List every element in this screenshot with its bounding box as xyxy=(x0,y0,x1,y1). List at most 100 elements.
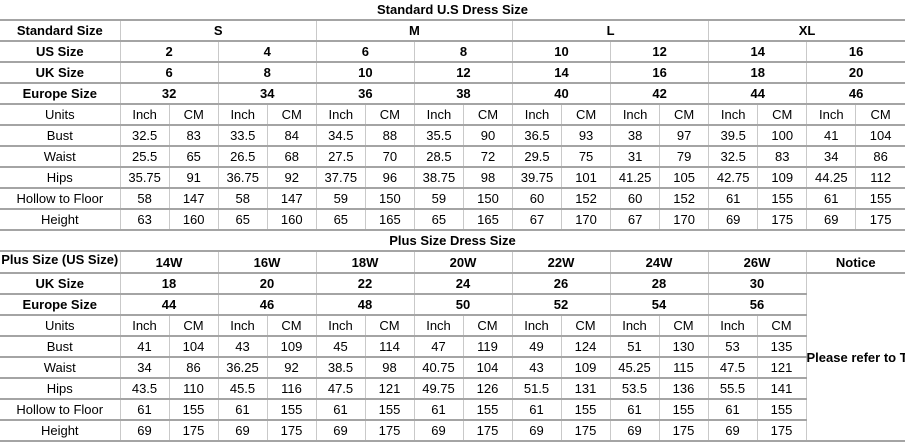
value-cell: 51.5 xyxy=(511,378,561,400)
row-label: UK Size xyxy=(0,62,121,84)
value-cell: 69 xyxy=(511,420,561,442)
value-cell: 175 xyxy=(168,420,218,442)
value-cell: 41 xyxy=(119,336,169,358)
value-cell: 29.5 xyxy=(511,146,562,168)
value-cell: 49.75 xyxy=(413,378,463,400)
unit-cell: Inch xyxy=(217,104,268,126)
value-cell: 101 xyxy=(561,167,611,189)
value-cell: 109 xyxy=(757,167,807,189)
value-cell: 150 xyxy=(462,188,513,210)
value-cell: 109 xyxy=(560,357,610,379)
value-cell: 72 xyxy=(462,146,513,168)
value-cell: 61 xyxy=(217,399,267,421)
value-cell: 88 xyxy=(364,125,415,147)
size-cell: 52 xyxy=(511,294,610,316)
unit-cell: CM xyxy=(659,104,709,126)
value-cell: 69 xyxy=(609,420,659,442)
row-label: Bust xyxy=(0,125,121,147)
value-cell: 104 xyxy=(168,336,218,358)
value-cell: 115 xyxy=(658,357,708,379)
row-label: Hollow to Floor xyxy=(0,188,121,210)
size-cell: 24W xyxy=(609,251,708,274)
value-cell: 38.5 xyxy=(315,357,365,379)
value-cell: 114 xyxy=(364,336,414,358)
value-cell: 43 xyxy=(511,357,561,379)
size-cell: 54 xyxy=(609,294,708,316)
value-cell: 60 xyxy=(511,188,562,210)
size-cell: 16W xyxy=(217,251,316,274)
unit-cell: CM xyxy=(364,315,414,337)
value-cell: 175 xyxy=(462,420,512,442)
row-label: Waist xyxy=(0,357,120,379)
value-cell: 61 xyxy=(609,399,659,421)
size-cell: 4 xyxy=(217,41,317,63)
row-label: Units xyxy=(0,315,120,337)
value-cell: 41.25 xyxy=(610,167,660,189)
value-cell: 65 xyxy=(168,146,219,168)
table-title: Plus Size Dress Size xyxy=(0,231,905,252)
value-cell: 170 xyxy=(561,209,611,231)
value-cell: 98 xyxy=(462,167,513,189)
value-cell: 112 xyxy=(855,167,905,189)
value-cell: 126 xyxy=(462,378,512,400)
value-cell: 109 xyxy=(266,336,316,358)
size-cell: 12 xyxy=(610,41,709,63)
unit-cell: Inch xyxy=(119,315,169,337)
unit-cell: Inch xyxy=(217,315,267,337)
value-cell: 175 xyxy=(560,420,610,442)
size-cell: 6 xyxy=(315,41,415,63)
value-cell: 39.75 xyxy=(511,167,562,189)
value-cell: 61 xyxy=(708,188,758,210)
value-cell: 25.5 xyxy=(119,146,170,168)
value-cell: 41 xyxy=(806,125,856,147)
value-cell: 150 xyxy=(364,188,415,210)
value-cell: 45.25 xyxy=(609,357,659,379)
size-cell: 26 xyxy=(511,273,610,295)
value-cell: 26.5 xyxy=(217,146,268,168)
value-cell: 96 xyxy=(364,167,415,189)
unit-cell: Inch xyxy=(511,104,562,126)
row-label: Standard Size xyxy=(0,20,121,42)
size-cell: 34 xyxy=(217,83,317,105)
value-cell: 39.5 xyxy=(708,125,758,147)
value-cell: 79 xyxy=(659,146,709,168)
unit-cell: Inch xyxy=(806,104,856,126)
notice-title: Notice xyxy=(805,251,905,274)
unit-cell: CM xyxy=(168,315,218,337)
value-cell: 91 xyxy=(168,167,219,189)
unit-cell: CM xyxy=(266,104,317,126)
value-cell: 124 xyxy=(560,336,610,358)
unit-cell: CM xyxy=(658,315,708,337)
value-cell: 104 xyxy=(855,125,905,147)
unit-cell: Inch xyxy=(119,104,170,126)
value-cell: 110 xyxy=(168,378,218,400)
value-cell: 175 xyxy=(855,209,905,231)
unit-cell: CM xyxy=(561,104,611,126)
value-cell: 160 xyxy=(168,209,219,231)
unit-cell: CM xyxy=(364,104,415,126)
value-cell: 60 xyxy=(610,188,660,210)
value-cell: 68 xyxy=(266,146,317,168)
row-label: Hips xyxy=(0,378,120,400)
value-cell: 86 xyxy=(855,146,905,168)
value-cell: 61 xyxy=(511,399,561,421)
value-cell: 51 xyxy=(609,336,659,358)
value-cell: 44.25 xyxy=(806,167,856,189)
value-cell: 92 xyxy=(266,167,317,189)
row-label: Europe Size xyxy=(0,294,120,316)
row-label: Hips xyxy=(0,167,121,189)
size-cell: 46 xyxy=(217,294,316,316)
value-cell: 147 xyxy=(168,188,219,210)
row-label: Hollow to Floor xyxy=(0,399,120,421)
plus-size-table: Plus Size Dress Size Plus Size (US Size) 1… xyxy=(0,231,905,442)
value-cell: 147 xyxy=(266,188,317,210)
value-cell: 93 xyxy=(561,125,611,147)
size-cell: 8 xyxy=(217,62,317,84)
size-cell: 22W xyxy=(511,251,610,274)
value-cell: 33.5 xyxy=(217,125,268,147)
value-cell: 92 xyxy=(266,357,316,379)
size-cell: 38 xyxy=(413,83,513,105)
size-cell: M xyxy=(315,20,513,42)
value-cell: 67 xyxy=(511,209,562,231)
value-cell: 65 xyxy=(217,209,268,231)
